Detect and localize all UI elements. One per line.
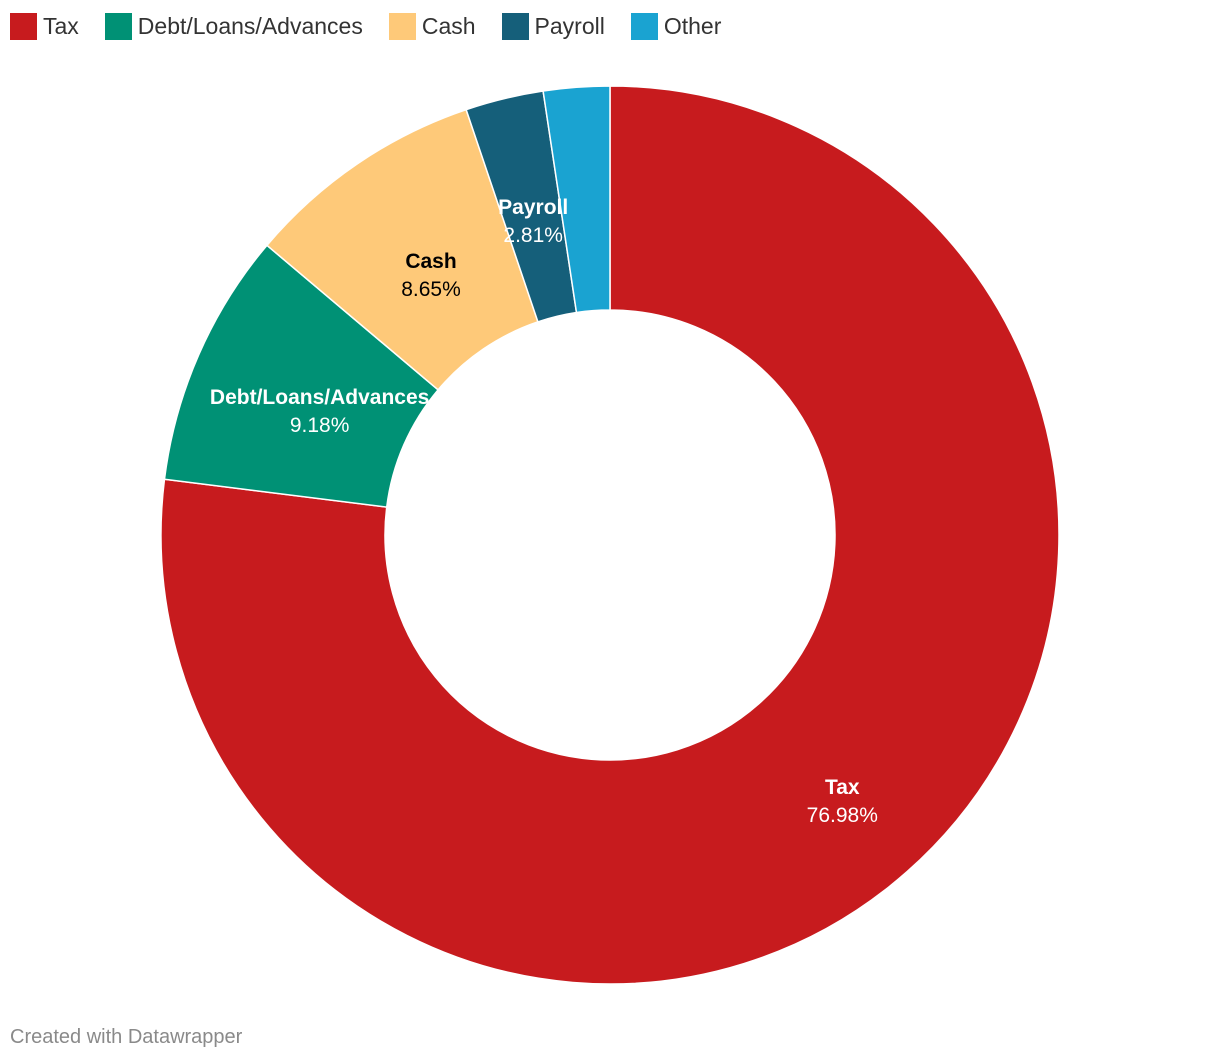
legend-item: Payroll bbox=[501, 13, 605, 40]
slice-label: Debt/Loans/Advances 9.18% bbox=[210, 386, 429, 437]
slice-label-value: 76.98% bbox=[807, 804, 878, 827]
chart-legend: Tax Debt/Loans/Advances Cash Payroll Other bbox=[10, 13, 721, 40]
footer-credit: Created with Datawrapper bbox=[10, 1026, 243, 1048]
slice-label-name: Debt/Loans/Advances bbox=[210, 386, 429, 409]
donut-slice-other bbox=[542, 85, 611, 314]
slice-label: Payroll 2.81% bbox=[498, 196, 568, 247]
slice-label-value: 9.18% bbox=[290, 414, 350, 437]
slice-label-value: 2.81% bbox=[503, 224, 563, 247]
donut-slice-tax bbox=[160, 85, 1060, 985]
legend-label: Other bbox=[663, 13, 722, 39]
legend-item: Cash bbox=[388, 13, 476, 40]
slice-label-name: Payroll bbox=[498, 196, 568, 219]
legend-label: Debt/Loans/Advances bbox=[137, 13, 363, 39]
legend-item: Tax bbox=[10, 13, 79, 40]
slice-label-value: 8.65% bbox=[401, 278, 461, 301]
legend-label: Tax bbox=[43, 13, 79, 39]
slice-label: Cash 8.65% bbox=[401, 250, 461, 301]
legend-label: Cash bbox=[421, 13, 476, 39]
legend-label: Payroll bbox=[534, 13, 605, 39]
legend-item: Other bbox=[630, 13, 722, 40]
legend-swatch bbox=[104, 13, 132, 40]
donut-chart: Tax 76.98% Debt/Loans/Advances 9.18% Cash 8.6… bbox=[160, 85, 1060, 985]
slice-label-name: Tax bbox=[825, 776, 860, 799]
slice-label-name: Cash bbox=[405, 250, 456, 273]
legend-item: Debt/Loans/Advances bbox=[104, 13, 363, 40]
legend-swatch bbox=[10, 13, 37, 40]
legend-swatch bbox=[630, 13, 658, 40]
legend-swatch bbox=[388, 13, 416, 40]
legend-swatch bbox=[501, 13, 529, 40]
slice-label: Tax 76.98% bbox=[807, 776, 878, 827]
